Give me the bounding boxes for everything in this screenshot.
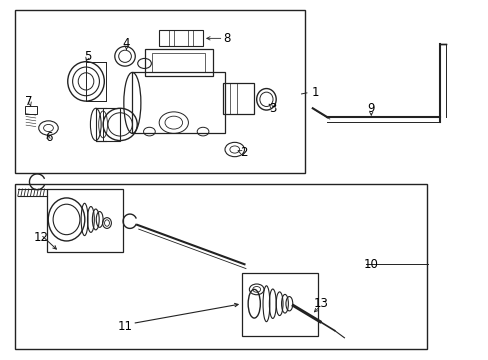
Text: 11: 11 (117, 320, 132, 333)
Bar (222, 83, 254, 114)
Text: 9: 9 (367, 102, 374, 115)
Bar (144, 49, 212, 76)
Bar (47, 189, 122, 252)
Bar (242, 273, 317, 336)
Bar (159, 31, 203, 46)
Text: 5: 5 (83, 50, 91, 63)
Text: 6: 6 (44, 131, 52, 144)
Text: 7: 7 (25, 95, 33, 108)
Bar (152, 53, 205, 72)
Text: 4: 4 (122, 37, 130, 50)
Bar (96, 108, 120, 140)
Text: 2: 2 (239, 145, 247, 158)
Text: 8: 8 (224, 32, 231, 45)
Bar (132, 72, 224, 134)
Text: 13: 13 (313, 297, 328, 310)
Bar (15, 184, 427, 348)
Text: 10: 10 (363, 258, 378, 271)
Text: 1: 1 (311, 86, 318, 99)
Bar (86, 62, 105, 101)
Bar (15, 10, 305, 173)
Text: 3: 3 (268, 102, 276, 115)
Bar (25, 107, 37, 114)
Text: 12: 12 (33, 231, 48, 244)
